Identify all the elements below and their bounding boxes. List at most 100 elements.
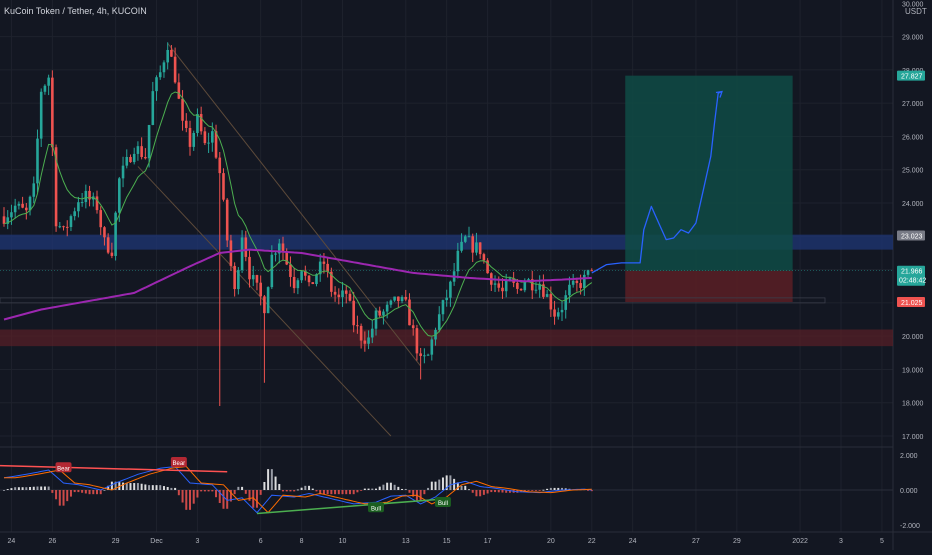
candle-body[interactable] xyxy=(259,282,262,297)
candle-body[interactable] xyxy=(549,294,553,310)
candle-body[interactable] xyxy=(17,203,21,206)
candle-body[interactable] xyxy=(77,202,80,212)
projection-path[interactable] xyxy=(591,90,723,274)
candle-body[interactable] xyxy=(151,91,155,125)
candle-body[interactable] xyxy=(475,242,478,253)
candle-body[interactable] xyxy=(553,309,556,317)
candle-body[interactable] xyxy=(32,183,36,197)
candle-body[interactable] xyxy=(326,263,329,272)
candle-body[interactable] xyxy=(6,217,10,224)
candle-body[interactable] xyxy=(397,296,400,302)
candle-body[interactable] xyxy=(214,131,218,158)
candle-body[interactable] xyxy=(266,287,270,314)
candle-body[interactable] xyxy=(2,216,6,224)
candle-body[interactable] xyxy=(166,49,169,63)
candle-body[interactable] xyxy=(579,283,582,288)
candle-body[interactable] xyxy=(177,82,181,99)
candle-body[interactable] xyxy=(155,77,158,92)
candle-body[interactable] xyxy=(456,250,460,272)
candles[interactable] xyxy=(2,42,594,407)
candle-body[interactable] xyxy=(497,283,501,288)
candle-body[interactable] xyxy=(322,261,326,264)
candle-body[interactable] xyxy=(62,226,65,228)
candle-body[interactable] xyxy=(147,124,151,159)
candle-body[interactable] xyxy=(374,310,378,329)
candle-body[interactable] xyxy=(333,291,337,295)
candle-body[interactable] xyxy=(356,325,359,327)
candle-body[interactable] xyxy=(10,212,13,218)
candle-body[interactable] xyxy=(501,287,504,292)
candle-body[interactable] xyxy=(419,353,422,356)
candle-body[interactable] xyxy=(426,354,430,356)
candle-body[interactable] xyxy=(530,279,534,291)
candle-body[interactable] xyxy=(58,226,62,228)
candle-body[interactable] xyxy=(460,241,463,251)
candle-body[interactable] xyxy=(586,270,590,275)
candle-body[interactable] xyxy=(103,227,106,238)
candle-body[interactable] xyxy=(430,339,434,355)
candle-body[interactable] xyxy=(203,131,207,144)
candle-body[interactable] xyxy=(363,340,367,344)
candle-body[interactable] xyxy=(467,236,471,238)
candle-body[interactable] xyxy=(408,299,411,326)
candle-body[interactable] xyxy=(270,254,274,288)
candle-body[interactable] xyxy=(84,190,88,203)
candle-body[interactable] xyxy=(281,243,285,253)
candle-body[interactable] xyxy=(590,270,594,272)
candle-body[interactable] xyxy=(158,72,162,78)
candle-body[interactable] xyxy=(125,156,129,166)
candle-body[interactable] xyxy=(47,77,50,86)
candle-body[interactable] xyxy=(99,210,103,228)
candle-body[interactable] xyxy=(411,325,415,329)
candle-body[interactable] xyxy=(348,293,352,301)
candle-body[interactable] xyxy=(136,146,140,154)
candle-body[interactable] xyxy=(274,253,277,255)
candle-body[interactable] xyxy=(255,275,259,283)
candle-body[interactable] xyxy=(211,131,214,143)
candle-body[interactable] xyxy=(251,275,255,280)
candle-body[interactable] xyxy=(318,261,322,275)
candle-body[interactable] xyxy=(162,62,166,73)
profit-zone[interactable] xyxy=(625,75,793,271)
candle-body[interactable] xyxy=(129,156,132,163)
candle-body[interactable] xyxy=(315,274,318,285)
candle-body[interactable] xyxy=(170,49,173,57)
projection-drawing[interactable] xyxy=(591,90,723,274)
candle-body[interactable] xyxy=(516,282,519,289)
candle-body[interactable] xyxy=(65,226,69,228)
candle-body[interactable] xyxy=(28,196,32,211)
candle-body[interactable] xyxy=(307,275,311,283)
candle-body[interactable] xyxy=(13,205,17,213)
candle-body[interactable] xyxy=(478,242,482,255)
candle-body[interactable] xyxy=(292,276,296,289)
candle-body[interactable] xyxy=(471,236,475,253)
candle-body[interactable] xyxy=(233,265,236,290)
candle-body[interactable] xyxy=(560,309,564,313)
candle-body[interactable] xyxy=(114,212,117,256)
candle-body[interactable] xyxy=(441,300,445,315)
candle-body[interactable] xyxy=(583,274,586,288)
candle-body[interactable] xyxy=(73,211,76,217)
candle-body[interactable] xyxy=(385,304,389,312)
candle-body[interactable] xyxy=(449,281,452,298)
candle-body[interactable] xyxy=(330,271,333,292)
candle-body[interactable] xyxy=(337,294,341,298)
candle-body[interactable] xyxy=(400,296,404,302)
candle-body[interactable] xyxy=(263,296,266,314)
candle-body[interactable] xyxy=(445,297,448,301)
candle-body[interactable] xyxy=(571,280,575,285)
candle-body[interactable] xyxy=(389,300,393,305)
candle-body[interactable] xyxy=(423,355,426,357)
candle-body[interactable] xyxy=(542,284,545,297)
candle-body[interactable] xyxy=(121,165,125,179)
candle-body[interactable] xyxy=(382,311,385,316)
candle-body[interactable] xyxy=(244,237,248,257)
candle-body[interactable] xyxy=(534,289,538,291)
candle-body[interactable] xyxy=(25,207,28,211)
candle-body[interactable] xyxy=(556,312,560,317)
candle-body[interactable] xyxy=(181,98,184,121)
candle-body[interactable] xyxy=(248,256,251,280)
candle-body[interactable] xyxy=(218,157,222,174)
candle-body[interactable] xyxy=(207,142,210,144)
